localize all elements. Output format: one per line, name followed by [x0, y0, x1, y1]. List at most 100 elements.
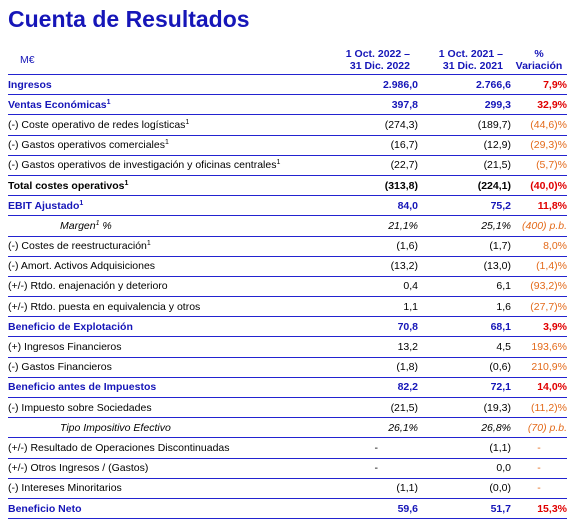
table-row: (-) Gastos Financieros (1,8) (0,6) 210,9% [8, 357, 567, 378]
table-row: (+/-) Resultado de Operaciones Discontin… [8, 437, 567, 459]
row-label: (-) Amort. Activos Adquisiciones [8, 256, 325, 277]
row-label: (-) Costes de reestructuración1 [8, 236, 325, 257]
value-previous: (13,0) [418, 256, 511, 277]
table-row: (+) Ingresos Financieros 13,2 4,5 193,6% [8, 336, 567, 358]
row-label: Tipo Impositivo Efectivo [8, 417, 325, 439]
row-label: EBIT Ajustado1 [8, 195, 325, 217]
row-label: Margen1 % [8, 215, 325, 237]
value-current: 82,2 [325, 377, 418, 399]
row-label: Ingresos [8, 74, 325, 96]
value-previous: 51,7 [418, 498, 511, 519]
table-row: (+/-) Rtdo. puesta en equivalencia y otr… [8, 296, 567, 318]
row-label-text: (-) Costes de reestructuración [8, 240, 147, 253]
value-previous: (224,1) [418, 175, 511, 197]
value-current: 0,4 [325, 276, 418, 298]
table-row: Tipo Impositivo Efectivo 26,1% 26,8% (70) p… [8, 417, 567, 439]
value-variation: - [511, 478, 567, 499]
footnote-marker: 1 [79, 199, 84, 207]
value-variation: 32,9% [511, 94, 567, 116]
table-row: (+/-) Otros Ingresos / (Gastos) -0,0- [8, 458, 567, 479]
column-header-previous-line1: 1 Oct. 2021 – [438, 48, 503, 60]
value-current: 84,0 [325, 195, 418, 217]
row-label: Beneficio Neto [8, 498, 325, 519]
value-current: 70,8 [325, 316, 418, 338]
value-current: (313,8) [325, 175, 418, 197]
row-label-text: (+) Ingresos Financieros [8, 341, 122, 354]
row-label: (-) Intereses Minoritarios [8, 478, 325, 499]
value-variation: 11,8% [511, 195, 567, 217]
row-label-text: Ventas Económicas [8, 98, 107, 111]
value-previous: 1,6 [418, 296, 511, 318]
value-previous: 0,0 [418, 458, 511, 479]
row-label: (-) Impuesto sobre Sociedades [8, 397, 325, 419]
column-header-variation-line2: Variación [515, 60, 563, 72]
value-current: (22,7) [325, 155, 418, 176]
column-header-current: 1 Oct. 2022 – 31 Dic. 2022 [325, 46, 418, 75]
table-row: (+/-) Rtdo. enajenación y deterioro 0,4 6,… [8, 276, 567, 298]
column-header-previous-line2: 31 Dic. 2021 [442, 60, 503, 72]
value-variation: (11,2)% [511, 397, 567, 419]
row-label: (+/-) Otros Ingresos / (Gastos) [8, 458, 325, 479]
value-variation: (5,7)% [511, 155, 567, 176]
footnote-marker: 1 [146, 240, 151, 248]
row-label: (+/-) Rtdo. enajenación y deterioro [8, 276, 325, 298]
column-header-current-line1: 1 Oct. 2022 – [345, 48, 410, 60]
row-label-text: (-) Intereses Minoritarios [8, 482, 122, 495]
value-previous: 26,8% [418, 417, 511, 439]
value-previous: 6,1 [418, 276, 511, 298]
footnote-marker: 1 [106, 98, 111, 106]
value-current: (21,5) [325, 397, 418, 419]
row-label: (-) Gastos operativos comerciales1 [8, 135, 325, 156]
value-current: (274,3) [325, 114, 418, 136]
row-label-text: (-) Gastos operativos de investigación y… [8, 159, 277, 172]
table-row: Beneficio antes de Impuestos 82,2 72,1 14,0… [8, 377, 567, 399]
column-header-variation-line1: % [534, 48, 544, 60]
table-row: Ventas Económicas1 397,8 299,3 32,9% [8, 94, 567, 116]
table-row: Ingresos 2.986,0 2.766,6 7,9% [8, 74, 567, 96]
value-previous: 72,1 [418, 377, 511, 399]
row-label: (+) Ingresos Financieros [8, 336, 325, 358]
value-variation: 14,0% [511, 377, 567, 399]
table-row: Beneficio Neto 59,6 51,7 15,3% [8, 498, 567, 519]
value-current: 2.986,0 [325, 74, 418, 96]
value-variation: (93,2)% [511, 276, 567, 298]
row-label: (-) Coste operativo de redes logísticas1 [8, 114, 325, 136]
value-variation: 3,9% [511, 316, 567, 338]
row-label: Beneficio de Explotación [8, 316, 325, 338]
row-label-text: Beneficio Neto [8, 502, 82, 515]
value-variation: - [511, 437, 567, 459]
column-header-variation: % Variación [511, 46, 567, 75]
value-previous: 68,1 [418, 316, 511, 338]
row-label: Ventas Económicas1 [8, 94, 325, 116]
footnote-marker: 1 [185, 118, 190, 126]
value-current: 397,8 [325, 94, 418, 116]
footnote-marker: 1 [124, 179, 129, 187]
table-row: (-) Amort. Activos Adquisiciones (13,2) (1… [8, 256, 567, 277]
value-variation: 7,9% [511, 74, 567, 96]
value-variation: (70) p.b. [511, 417, 567, 439]
footnote-marker: 1 [164, 139, 169, 147]
value-variation: (1,4)% [511, 256, 567, 277]
value-current: - [325, 437, 418, 459]
value-current: (13,2) [325, 256, 418, 277]
row-label-text: EBIT Ajustado [8, 199, 80, 212]
value-current: 59,6 [325, 498, 418, 519]
row-label-text: (+/-) Rtdo. puesta en equivalencia y otr… [8, 300, 201, 313]
value-current: (16,7) [325, 135, 418, 156]
value-variation: 193,6% [511, 336, 567, 358]
unit-label: M€ [8, 46, 325, 75]
row-label-text: (+/-) Rtdo. enajenación y deterioro [8, 280, 168, 293]
table-row: (-) Coste operativo de redes logísticas1… [8, 114, 567, 136]
row-label-text: Margen [60, 219, 96, 232]
table-row: Beneficio de Explotación 70,8 68,1 3,9% [8, 316, 567, 338]
value-variation: (29,3)% [511, 135, 567, 156]
table-row: Margen1 % 21,1% 25,1% (400) p.b. [8, 215, 567, 237]
value-variation: (400) p.b. [511, 215, 567, 237]
row-label: Beneficio antes de Impuestos [8, 377, 325, 399]
table-row: (-) Intereses Minoritarios (1,1) (0,0) - [8, 478, 567, 499]
page-title: Cuenta de Resultados [8, 6, 250, 32]
row-label-text: Beneficio antes de Impuestos [8, 381, 157, 394]
value-current: 26,1% [325, 417, 418, 439]
column-header-current-line2: 31 Dic. 2022 [349, 60, 410, 72]
row-label: (+/-) Resultado de Operaciones Discontin… [8, 437, 325, 459]
